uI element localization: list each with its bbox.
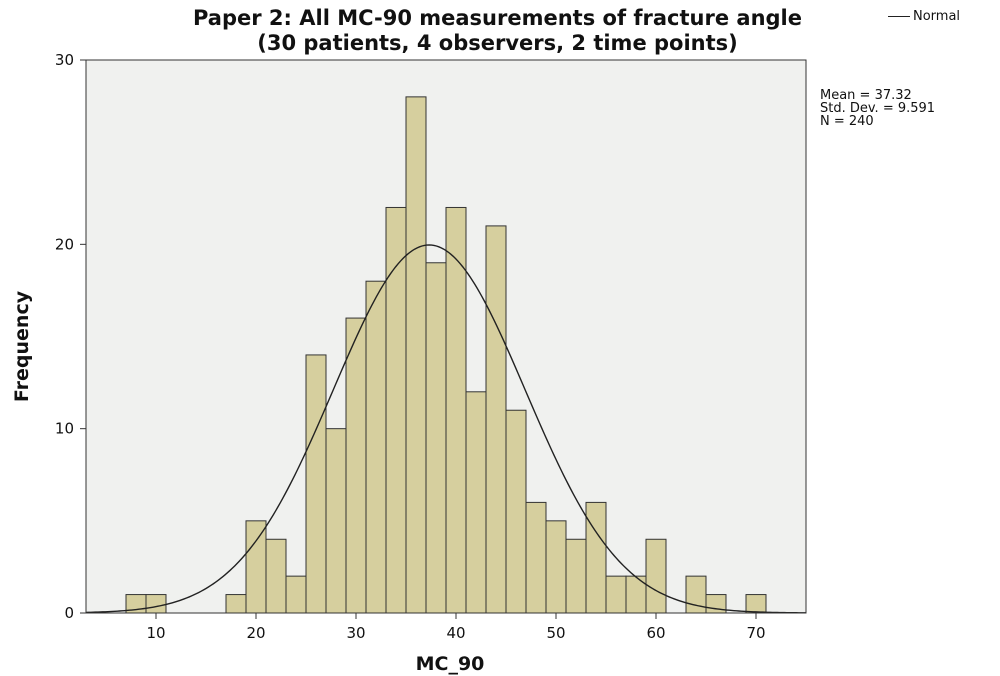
histogram-bar (325, 428, 347, 614)
histogram-bar (545, 520, 567, 614)
plot-frame (85, 59, 807, 614)
histogram-bar (445, 206, 467, 614)
histogram-bar (485, 225, 507, 614)
histogram-bar (525, 501, 547, 614)
histogram-bar (245, 520, 267, 614)
axes: 10 20 30 40 50 60 70 0 10 20 30 (55, 51, 807, 642)
x-tick-label: 70 (746, 624, 765, 642)
chart-subtitle: (30 patients, 4 observers, 2 time points… (257, 31, 738, 55)
stats-mean: Mean = 37.32 (820, 88, 912, 103)
histogram-bar (645, 538, 667, 614)
histogram-bars (125, 96, 767, 614)
normal-curve (85, 244, 807, 614)
histogram-bar (345, 317, 367, 614)
histogram-bar (505, 409, 527, 614)
histogram-bar (685, 575, 707, 614)
histogram-bar (285, 575, 307, 614)
x-tick-label: 20 (246, 624, 265, 642)
histogram-bar (585, 501, 607, 614)
x-tick-label: 50 (546, 624, 565, 642)
histogram-bar (565, 538, 587, 614)
x-tick-label: 60 (646, 624, 665, 642)
histogram-bar (305, 354, 327, 614)
histogram-bar (265, 538, 287, 614)
histogram-bar (745, 594, 767, 614)
x-tick-label: 10 (146, 624, 165, 642)
stats-n: N = 240 (820, 114, 874, 129)
histogram-bar (405, 96, 427, 614)
histogram-bar (225, 594, 247, 614)
histogram-bar (425, 262, 447, 614)
legend-normal-line-icon (888, 16, 910, 17)
histogram-bar (465, 391, 487, 614)
y-tick-label: 20 (55, 235, 74, 253)
chart-legend: Normal (888, 9, 960, 24)
histogram-bar (365, 280, 387, 614)
x-axis-label: MC_90 (416, 653, 485, 675)
histogram-bar (385, 206, 407, 614)
y-axis-label: Frequency (11, 290, 33, 402)
y-tick-label: 30 (55, 51, 74, 69)
legend-normal-label: Normal (913, 9, 961, 24)
chart-title: Paper 2: All MC-90 measurements of fract… (192, 6, 802, 30)
x-tick-label: 30 (346, 624, 365, 642)
x-tick-label: 40 (446, 624, 465, 642)
y-tick-label: 0 (64, 604, 74, 622)
histogram-bar (605, 575, 627, 614)
histogram-bar (145, 594, 167, 614)
stats-std-dev: Std. Dev. = 9.591 (820, 101, 936, 116)
y-tick-label: 10 (55, 420, 74, 438)
